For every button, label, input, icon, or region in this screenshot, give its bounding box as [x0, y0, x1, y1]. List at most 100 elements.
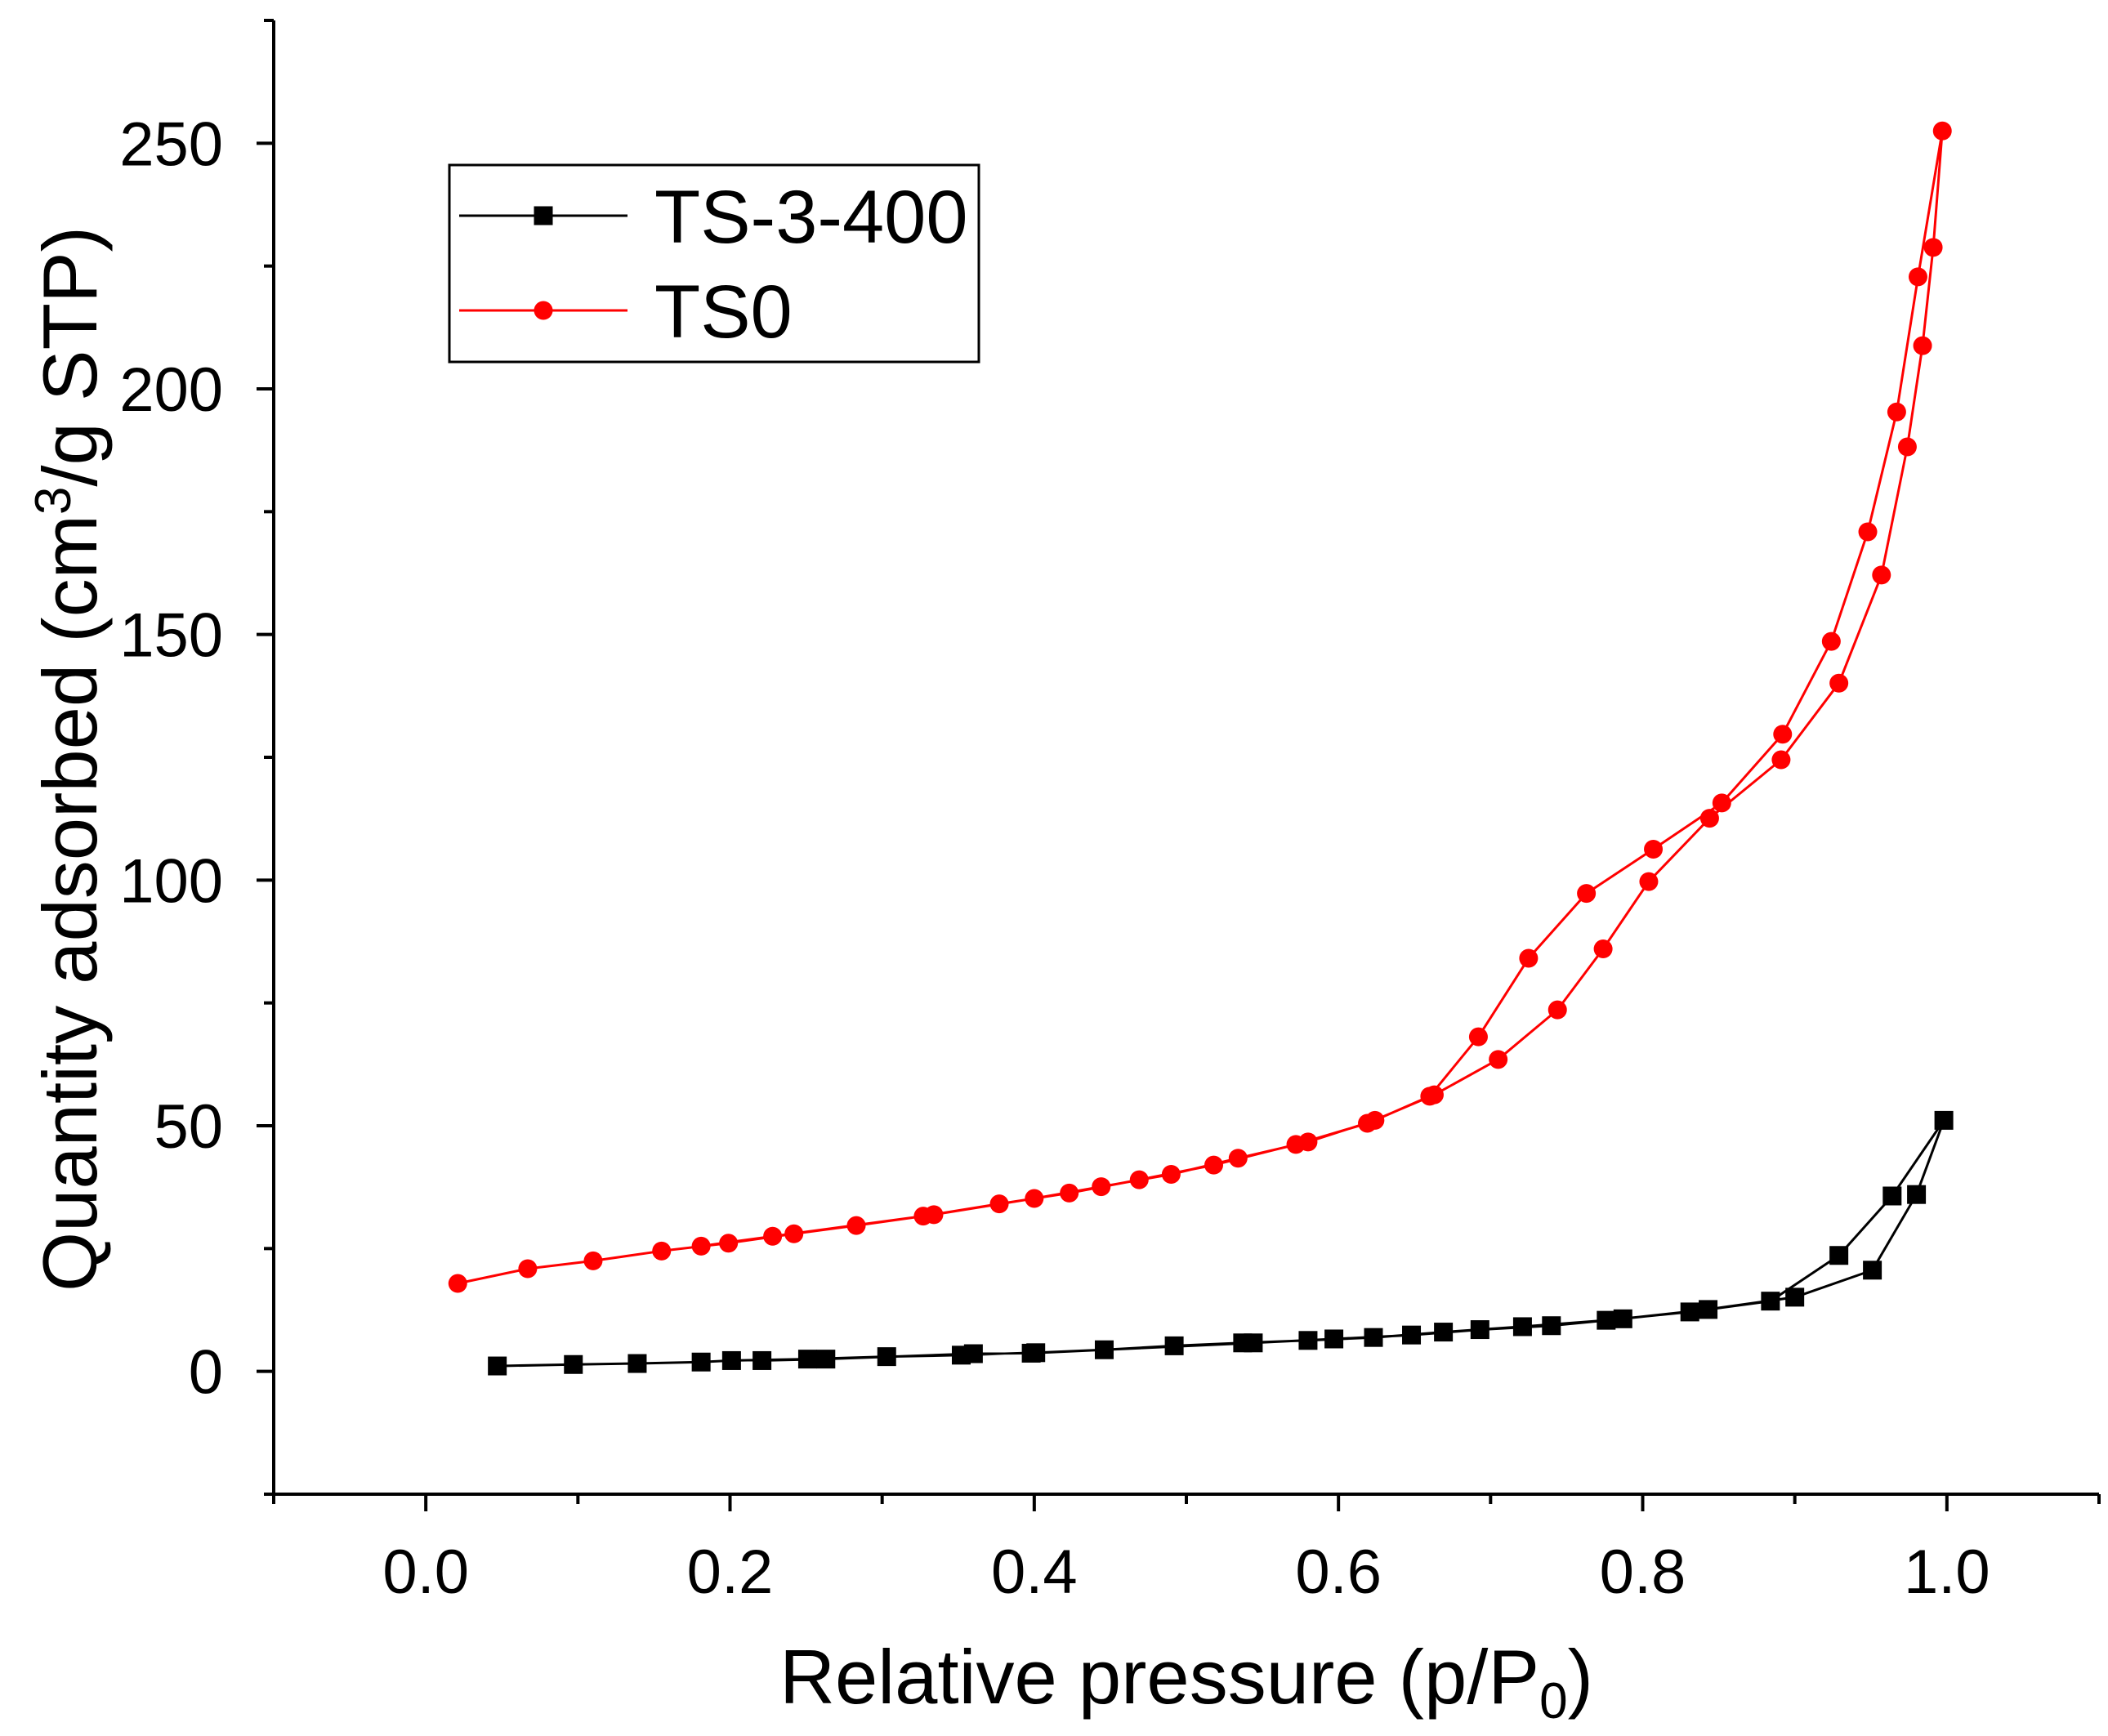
data-point [1897, 437, 1917, 457]
series-line [497, 1118, 1945, 1368]
data-point [583, 1251, 603, 1270]
data-point [1887, 402, 1906, 422]
data-point [763, 1226, 783, 1246]
data-point [1060, 1183, 1079, 1203]
y-tick-label: 100 [119, 846, 223, 916]
legend-marker-ts-3-400 [534, 206, 553, 225]
data-point [1821, 631, 1841, 651]
x-tick-label: 0.6 [1295, 1537, 1382, 1607]
data-point [691, 1236, 711, 1256]
legend-label-ts0: TS0 [654, 270, 793, 354]
y-tick-label: 250 [119, 109, 223, 179]
data-point [448, 1274, 467, 1293]
x-tick-label: 1.0 [1904, 1537, 1990, 1607]
data-point [1364, 1328, 1383, 1347]
data-point [816, 1350, 836, 1369]
data-point [1402, 1325, 1422, 1345]
data-point [1204, 1155, 1224, 1175]
data-point [1434, 1323, 1454, 1342]
data-point [1512, 1317, 1532, 1337]
data-point [1228, 1149, 1248, 1168]
data-point [1829, 673, 1849, 693]
x-tick-label: 0.2 [687, 1537, 774, 1607]
data-point [1913, 336, 1932, 355]
data-point [1519, 948, 1539, 968]
data-point [1863, 1261, 1882, 1280]
data-point [1613, 1309, 1632, 1328]
axis-ticks: 0.0 0.2 0.4 0.6 0.8 1.0 0 50 100 150 200 250 [119, 19, 2101, 1607]
data-point [1907, 1185, 1927, 1204]
plot-area [448, 121, 1954, 1376]
data-point [877, 1347, 896, 1367]
data-point [1932, 121, 1952, 141]
data-point [1858, 522, 1878, 542]
data-point [1923, 238, 1943, 257]
data-point [488, 1356, 507, 1376]
data-point [1699, 809, 1719, 828]
data-point [1785, 1287, 1805, 1307]
y-axis-label-end: /g STP) [27, 226, 113, 487]
x-tick-label: 0.4 [991, 1537, 1078, 1607]
x-tick-label: 0.0 [382, 1537, 469, 1607]
data-point [1094, 1340, 1114, 1359]
data-point [652, 1241, 672, 1261]
y-tick-label: 150 [119, 601, 223, 671]
data-point [1872, 565, 1891, 585]
series-ts0 [448, 121, 1952, 1293]
data-point [784, 1224, 804, 1243]
data-point [1298, 1132, 1318, 1152]
data-point [1244, 1333, 1263, 1353]
data-point [1542, 1316, 1561, 1336]
data-point [691, 1352, 711, 1372]
data-point [1771, 750, 1791, 770]
data-point [627, 1354, 647, 1373]
data-point [1161, 1165, 1181, 1185]
data-point [989, 1194, 1009, 1214]
y-tick-label: 50 [154, 1092, 223, 1162]
data-point [1577, 884, 1597, 904]
data-point [1680, 1302, 1699, 1322]
x-axis-label-subscript: 0 [1539, 1673, 1567, 1729]
data-point [1882, 1186, 1902, 1206]
data-point [1164, 1336, 1184, 1355]
data-point [721, 1350, 741, 1370]
data-point [1092, 1177, 1111, 1197]
data-point [1908, 267, 1927, 287]
y-tick-label: 0 [189, 1338, 223, 1408]
data-point [1597, 1310, 1616, 1330]
data-point [1712, 793, 1731, 813]
legend-marker-ts0 [534, 301, 553, 320]
data-point [1639, 872, 1659, 891]
data-point [518, 1259, 538, 1279]
y-axis-label-main: Quantity adsorbed (cm [27, 515, 113, 1292]
data-point [1025, 1189, 1044, 1208]
y-tick-label: 200 [119, 355, 223, 425]
data-point [1699, 1300, 1718, 1319]
data-point [1129, 1170, 1149, 1189]
data-point [1761, 1292, 1780, 1311]
legend: TS-3-400 TS0 [448, 163, 980, 364]
data-point [1365, 1110, 1385, 1130]
data-point [719, 1234, 739, 1253]
data-point [963, 1344, 983, 1363]
data-point [1934, 1110, 1954, 1130]
data-point [753, 1350, 772, 1370]
x-tick-label: 0.8 [1600, 1537, 1686, 1607]
legend-box [448, 163, 980, 364]
x-axis-label: Relative pressure (p/P0) [779, 1634, 1593, 1729]
data-point [1489, 1050, 1508, 1069]
data-point [797, 1350, 817, 1369]
data-point [1644, 839, 1664, 859]
data-point [564, 1354, 583, 1374]
data-point [1298, 1331, 1318, 1350]
data-point [1021, 1343, 1041, 1363]
data-point [1829, 1246, 1849, 1265]
data-point [1324, 1329, 1344, 1349]
y-axis-label-superscript: 3 [25, 487, 82, 515]
x-axis-label-end: ) [1568, 1634, 1593, 1720]
data-point [924, 1205, 944, 1225]
data-point [1548, 1000, 1567, 1020]
data-point [1470, 1320, 1489, 1340]
